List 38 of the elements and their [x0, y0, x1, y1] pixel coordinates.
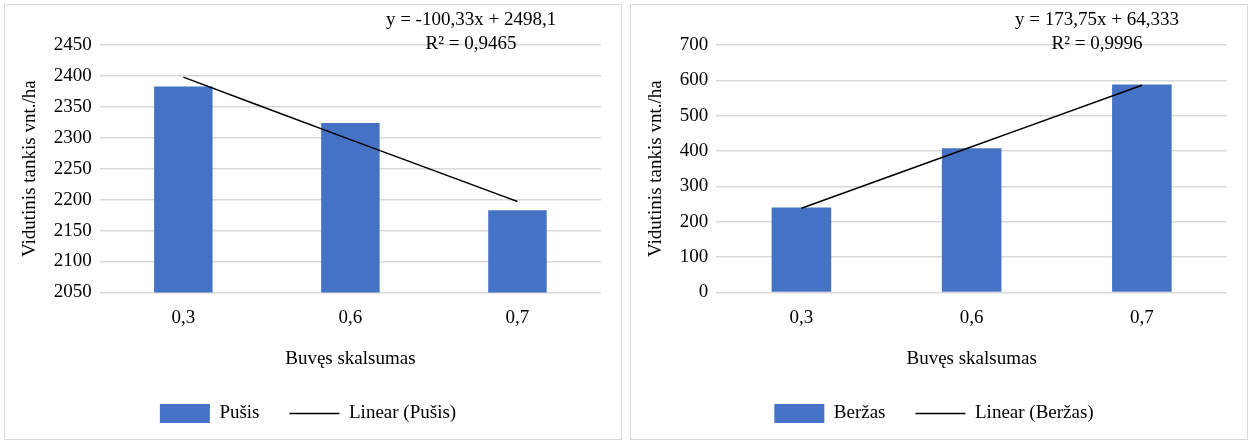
x-axis-title: Buvęs skalsumas: [906, 346, 1037, 368]
y-tick-label: 600: [679, 68, 709, 90]
y-tick-label: 100: [679, 245, 709, 267]
legend-label: Linear (Pušis): [349, 401, 457, 424]
bar: [1112, 84, 1172, 292]
y-tick-label: 2050: [53, 280, 92, 302]
y-tick-label: 2150: [53, 218, 92, 240]
y-axis-title: Vidutinis tankis vnt./ha: [644, 79, 666, 258]
legend-label: Pušis: [219, 401, 260, 423]
legend-label: Beržas: [833, 401, 886, 423]
y-tick-label: 2400: [53, 63, 92, 85]
y-tick-label: 2100: [53, 249, 92, 271]
y-tick-label: 700: [679, 32, 709, 54]
y-tick-label: 2200: [53, 187, 92, 209]
x-tick-label: 0,3: [171, 305, 196, 327]
legend-label: Linear (Beržas): [975, 401, 1094, 424]
x-tick-label: 0,7: [505, 305, 530, 327]
x-tick-label: 0,6: [338, 305, 363, 327]
text: y = 173,75x + 64,333: [1015, 8, 1179, 30]
bar: [771, 207, 832, 292]
x-tick-label: 0,7: [1130, 305, 1154, 327]
y-tick-label: 2450: [53, 32, 92, 54]
bar: [941, 148, 1002, 292]
y-tick-label: 300: [679, 174, 709, 196]
y-tick-label: 2350: [53, 94, 92, 116]
y-tick-label: 0: [698, 280, 709, 302]
y-axis-title: Vidutinis tankis vnt./ha: [18, 79, 40, 258]
y-tick-label: 200: [679, 209, 709, 231]
annotation: R² = 0,9996: [1051, 32, 1143, 54]
annotation: R² = 0,9465: [425, 32, 517, 54]
x-tick-label: 0,3: [789, 305, 814, 327]
y-tick-label: 400: [679, 139, 709, 161]
y-tick-label: 500: [679, 103, 709, 125]
text: y = -100,33x + 2498,1: [385, 8, 557, 30]
x-axis-title: Buvęs skalsumas: [285, 346, 416, 368]
y-tick-label: 2250: [53, 156, 92, 178]
x-tick-label: 0,6: [959, 305, 984, 327]
y-tick-label: 2300: [53, 125, 92, 147]
